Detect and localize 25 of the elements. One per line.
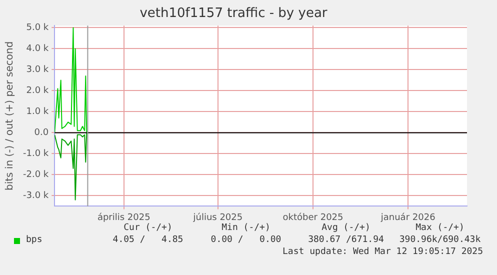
text: Last update: Wed Mar 12 19:05:17 2025 — [282, 247, 483, 257]
text: 4.05 / 4.85 — [112, 235, 184, 245]
text: Avg (-/+) — [322, 223, 370, 233]
text: 0.00 / 0.00 — [210, 235, 282, 245]
text: Cur (-/+) — [124, 223, 172, 233]
y-tick-label: 0.0 — [34, 128, 49, 138]
y-tick-label: 1.0 k — [26, 107, 50, 118]
x-tick-label: július 2025 — [192, 212, 243, 223]
chart-title: veth10f1157 traffic - by year — [140, 6, 328, 22]
x-tick-label: október 2025 — [282, 212, 344, 223]
y-tick-label: -1.0 k — [22, 149, 50, 160]
legend-label: bps — [26, 235, 42, 245]
y-tick-label: -3.0 k — [22, 191, 50, 202]
x-tick-label: április 2025 — [97, 212, 150, 223]
y-tick-label: 2.0 k — [26, 86, 50, 96]
text: 380.67 /671.94 — [308, 235, 384, 245]
y-tick-label: 3.0 k — [26, 65, 50, 76]
y-tick-label: 5.0 k — [26, 23, 50, 34]
text: Max (-/+) — [416, 223, 464, 233]
x-tick-label: január 2026 — [380, 212, 436, 223]
text: Min (-/+) — [222, 223, 270, 233]
y-tick-label: -2.0 k — [22, 170, 50, 180]
y-tick-label: 4.0 k — [26, 44, 50, 54]
y-axis-title: bits in (-) / out (+) per second — [4, 41, 16, 191]
text: 390.96k/690.43k — [399, 235, 481, 245]
